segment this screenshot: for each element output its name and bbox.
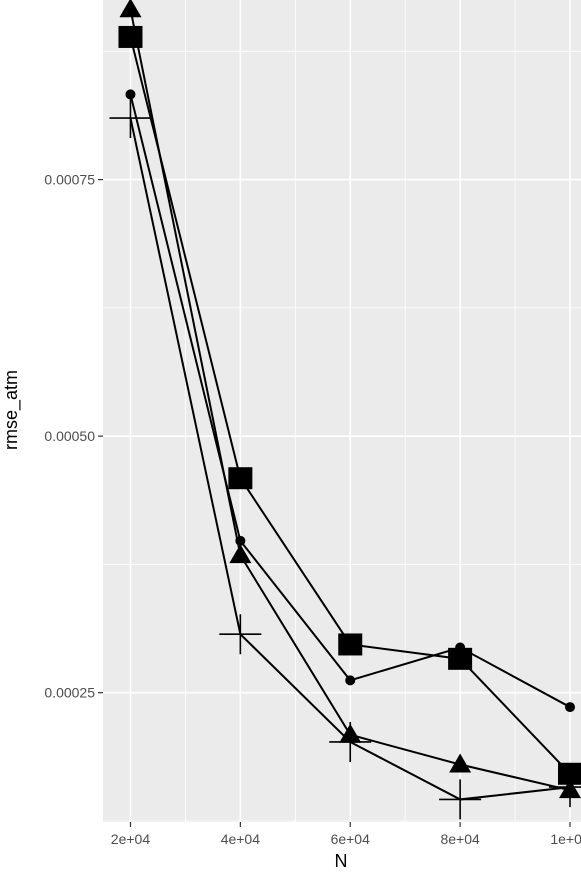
y-tick-label: 0.00075 [44,172,95,188]
x-tick-label: 1e+05 [550,831,581,847]
data-point-plus [549,767,581,808]
data-point-circle [235,535,246,546]
x-tick-label: 6e+04 [331,831,371,847]
data-point-circle [345,675,356,686]
axis-ticks [98,178,571,827]
y-tick-labels: 0.00025 0.00050 0.00075 [44,172,95,701]
data-point-square [118,25,143,48]
data-point-square [338,633,363,656]
data-point-circle [125,89,136,100]
data-point-triangle [449,753,472,773]
data-point-plus [109,98,152,139]
x-axis-title: N [335,851,348,871]
y-tick-label: 0.00025 [44,685,95,701]
data-point-plus [439,779,482,820]
x-tick-label: 4e+04 [221,831,261,847]
x-tick-label: 8e+04 [440,831,480,847]
data-point-circle [565,702,576,713]
panel-background [103,0,581,822]
x-tick-labels: 2e+04 4e+04 6e+04 8e+04 1e+05 [111,831,581,847]
y-axis-title: rmse_atm [1,370,22,450]
data-point-plus [219,614,262,655]
data-point-square [448,647,473,670]
series-points [109,0,581,820]
data-point-square [228,467,253,490]
data-point-triangle [229,544,252,564]
x-tick-label: 2e+04 [111,831,151,847]
y-tick-label: 0.00050 [44,428,95,444]
data-point-triangle [119,0,142,18]
data-point-plus [329,721,372,762]
major-gridlines [103,0,581,822]
